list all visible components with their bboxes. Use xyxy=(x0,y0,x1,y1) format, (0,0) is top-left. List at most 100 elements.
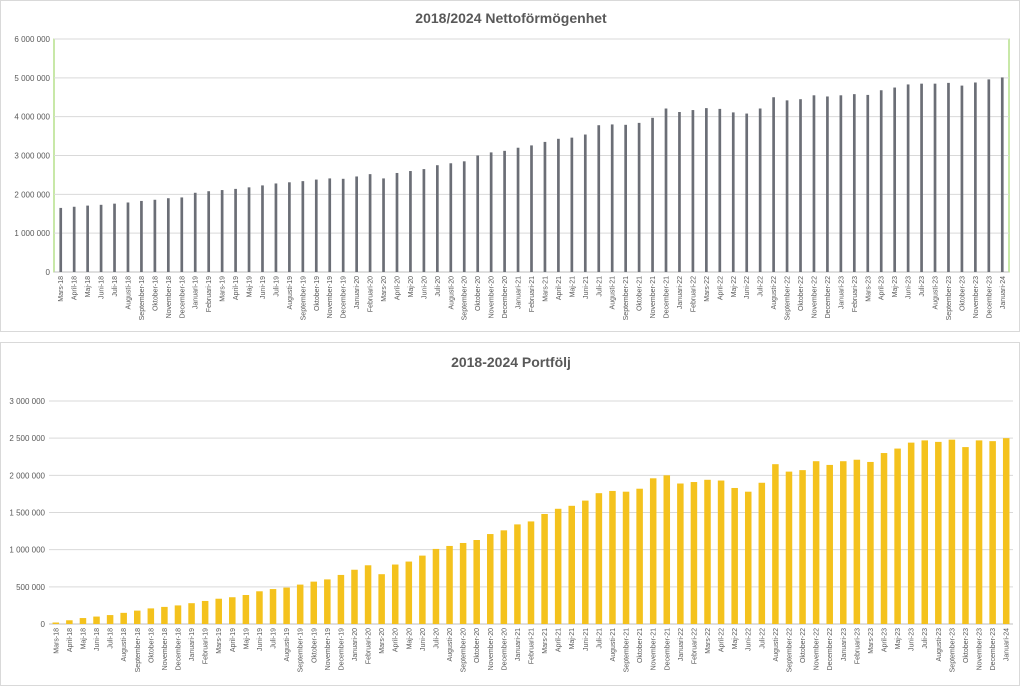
bar xyxy=(126,202,130,272)
bar xyxy=(690,482,698,624)
bar xyxy=(731,487,738,624)
x-tick-label: September-19 xyxy=(298,628,305,672)
bar xyxy=(960,85,964,272)
x-tick-label: November-19 xyxy=(327,276,334,319)
bar xyxy=(436,165,439,272)
x-tick-label: Juli-22 xyxy=(759,628,766,649)
bar xyxy=(935,441,942,624)
bar xyxy=(409,171,412,272)
x-tick-label: Januari-20 xyxy=(354,276,361,309)
y-tick-label: 1 000 000 xyxy=(14,229,50,238)
bar xyxy=(473,540,480,624)
x-tick-label: Juni-19 xyxy=(260,276,267,299)
bar xyxy=(503,150,506,272)
y-tick-label: 2 000 000 xyxy=(14,190,50,199)
bar xyxy=(583,134,587,272)
bar xyxy=(570,137,574,272)
x-tick-label: Januari-22 xyxy=(677,276,684,309)
bar xyxy=(378,574,385,624)
x-tick-label: Maj-20 xyxy=(406,628,413,650)
x-tick-label: December-21 xyxy=(664,276,671,319)
x-tick-label: Maj-18 xyxy=(80,628,87,650)
x-tick-label: Augusti-18 xyxy=(125,276,132,310)
x-tick-label: Oktober-20 xyxy=(474,628,481,663)
x-tick-label: Maj-19 xyxy=(247,276,254,298)
bar xyxy=(459,542,467,624)
x-tick-label: September-20 xyxy=(462,276,469,320)
bar xyxy=(597,125,601,273)
bar xyxy=(462,161,466,272)
x-tick-label: Augusti-19 xyxy=(284,628,291,662)
bar xyxy=(636,488,643,624)
x-tick-label: Oktober-21 xyxy=(637,628,644,663)
bar xyxy=(718,108,722,273)
x-tick-label: December-23 xyxy=(986,276,993,319)
x-tick-label: Juli-19 xyxy=(271,628,278,649)
x-tick-label: April-22 xyxy=(719,628,726,652)
bar xyxy=(247,187,251,272)
bar xyxy=(772,97,775,272)
bar xyxy=(140,200,143,272)
x-tick-label: November-21 xyxy=(650,276,657,319)
bar xyxy=(395,172,399,272)
x-tick-label: Juli-20 xyxy=(433,628,440,649)
bar xyxy=(663,475,671,624)
x-tick-label: December-21 xyxy=(664,628,671,671)
y-tick-label: 1 500 000 xyxy=(9,509,45,518)
x-tick-label: Oktober-19 xyxy=(314,276,321,311)
bar xyxy=(215,598,222,624)
x-tick-label: Juni-21 xyxy=(583,628,590,651)
x-tick-label: December-20 xyxy=(501,628,508,671)
bar xyxy=(405,561,413,624)
x-tick-label: April-21 xyxy=(556,276,563,300)
x-tick-label: September-23 xyxy=(949,628,956,672)
bar xyxy=(314,179,318,272)
bar xyxy=(500,530,508,624)
x-tick-label: November-18 xyxy=(162,628,169,671)
x-tick-label: November-22 xyxy=(814,628,821,671)
bar xyxy=(229,597,236,624)
x-tick-label: Mars-22 xyxy=(705,628,712,654)
bar xyxy=(799,470,806,624)
bar xyxy=(1002,438,1010,624)
x-tick-label: Maj-22 xyxy=(732,628,739,650)
x-tick-label: Oktober-19 xyxy=(311,628,318,663)
x-tick-label: Juli-23 xyxy=(919,276,926,297)
bar xyxy=(947,82,950,272)
bar xyxy=(328,178,332,272)
x-tick-label: April-23 xyxy=(879,276,886,300)
bar xyxy=(93,616,100,624)
x-tick-label: Juli-23 xyxy=(922,628,929,649)
bar xyxy=(975,440,983,624)
x-tick-label: December-18 xyxy=(179,276,186,319)
bar xyxy=(543,141,547,272)
x-tick-label: April-20 xyxy=(393,628,400,652)
x-tick-label: Mars-20 xyxy=(379,628,386,654)
bar xyxy=(261,185,264,272)
x-tick-label: Mars-21 xyxy=(542,276,549,302)
x-tick-label: September-18 xyxy=(135,628,142,672)
x-tick-label: Oktober-22 xyxy=(798,276,805,311)
x-tick-label: December-22 xyxy=(827,628,834,671)
x-tick-label: Januari-22 xyxy=(678,628,685,661)
x-tick-label: November-20 xyxy=(488,628,495,671)
x-tick-label: Maj-21 xyxy=(569,628,576,650)
bar xyxy=(52,622,60,624)
bar xyxy=(867,461,874,624)
bar xyxy=(595,493,603,624)
bar xyxy=(269,589,277,624)
x-tick-label: Oktober-18 xyxy=(148,628,155,663)
x-tick-label: Mars-23 xyxy=(868,628,875,654)
bar xyxy=(541,513,548,624)
bar xyxy=(288,182,291,272)
bar xyxy=(180,197,184,272)
bar xyxy=(744,491,752,624)
bar xyxy=(704,479,711,624)
bar xyxy=(866,94,870,272)
bar xyxy=(624,124,627,273)
x-tick-label: September-21 xyxy=(623,276,630,320)
x-tick-label: Januari-19 xyxy=(189,628,196,661)
bar xyxy=(487,534,494,624)
x-tick-label: Augusti-19 xyxy=(287,276,294,310)
x-tick-label: April-21 xyxy=(556,628,563,652)
